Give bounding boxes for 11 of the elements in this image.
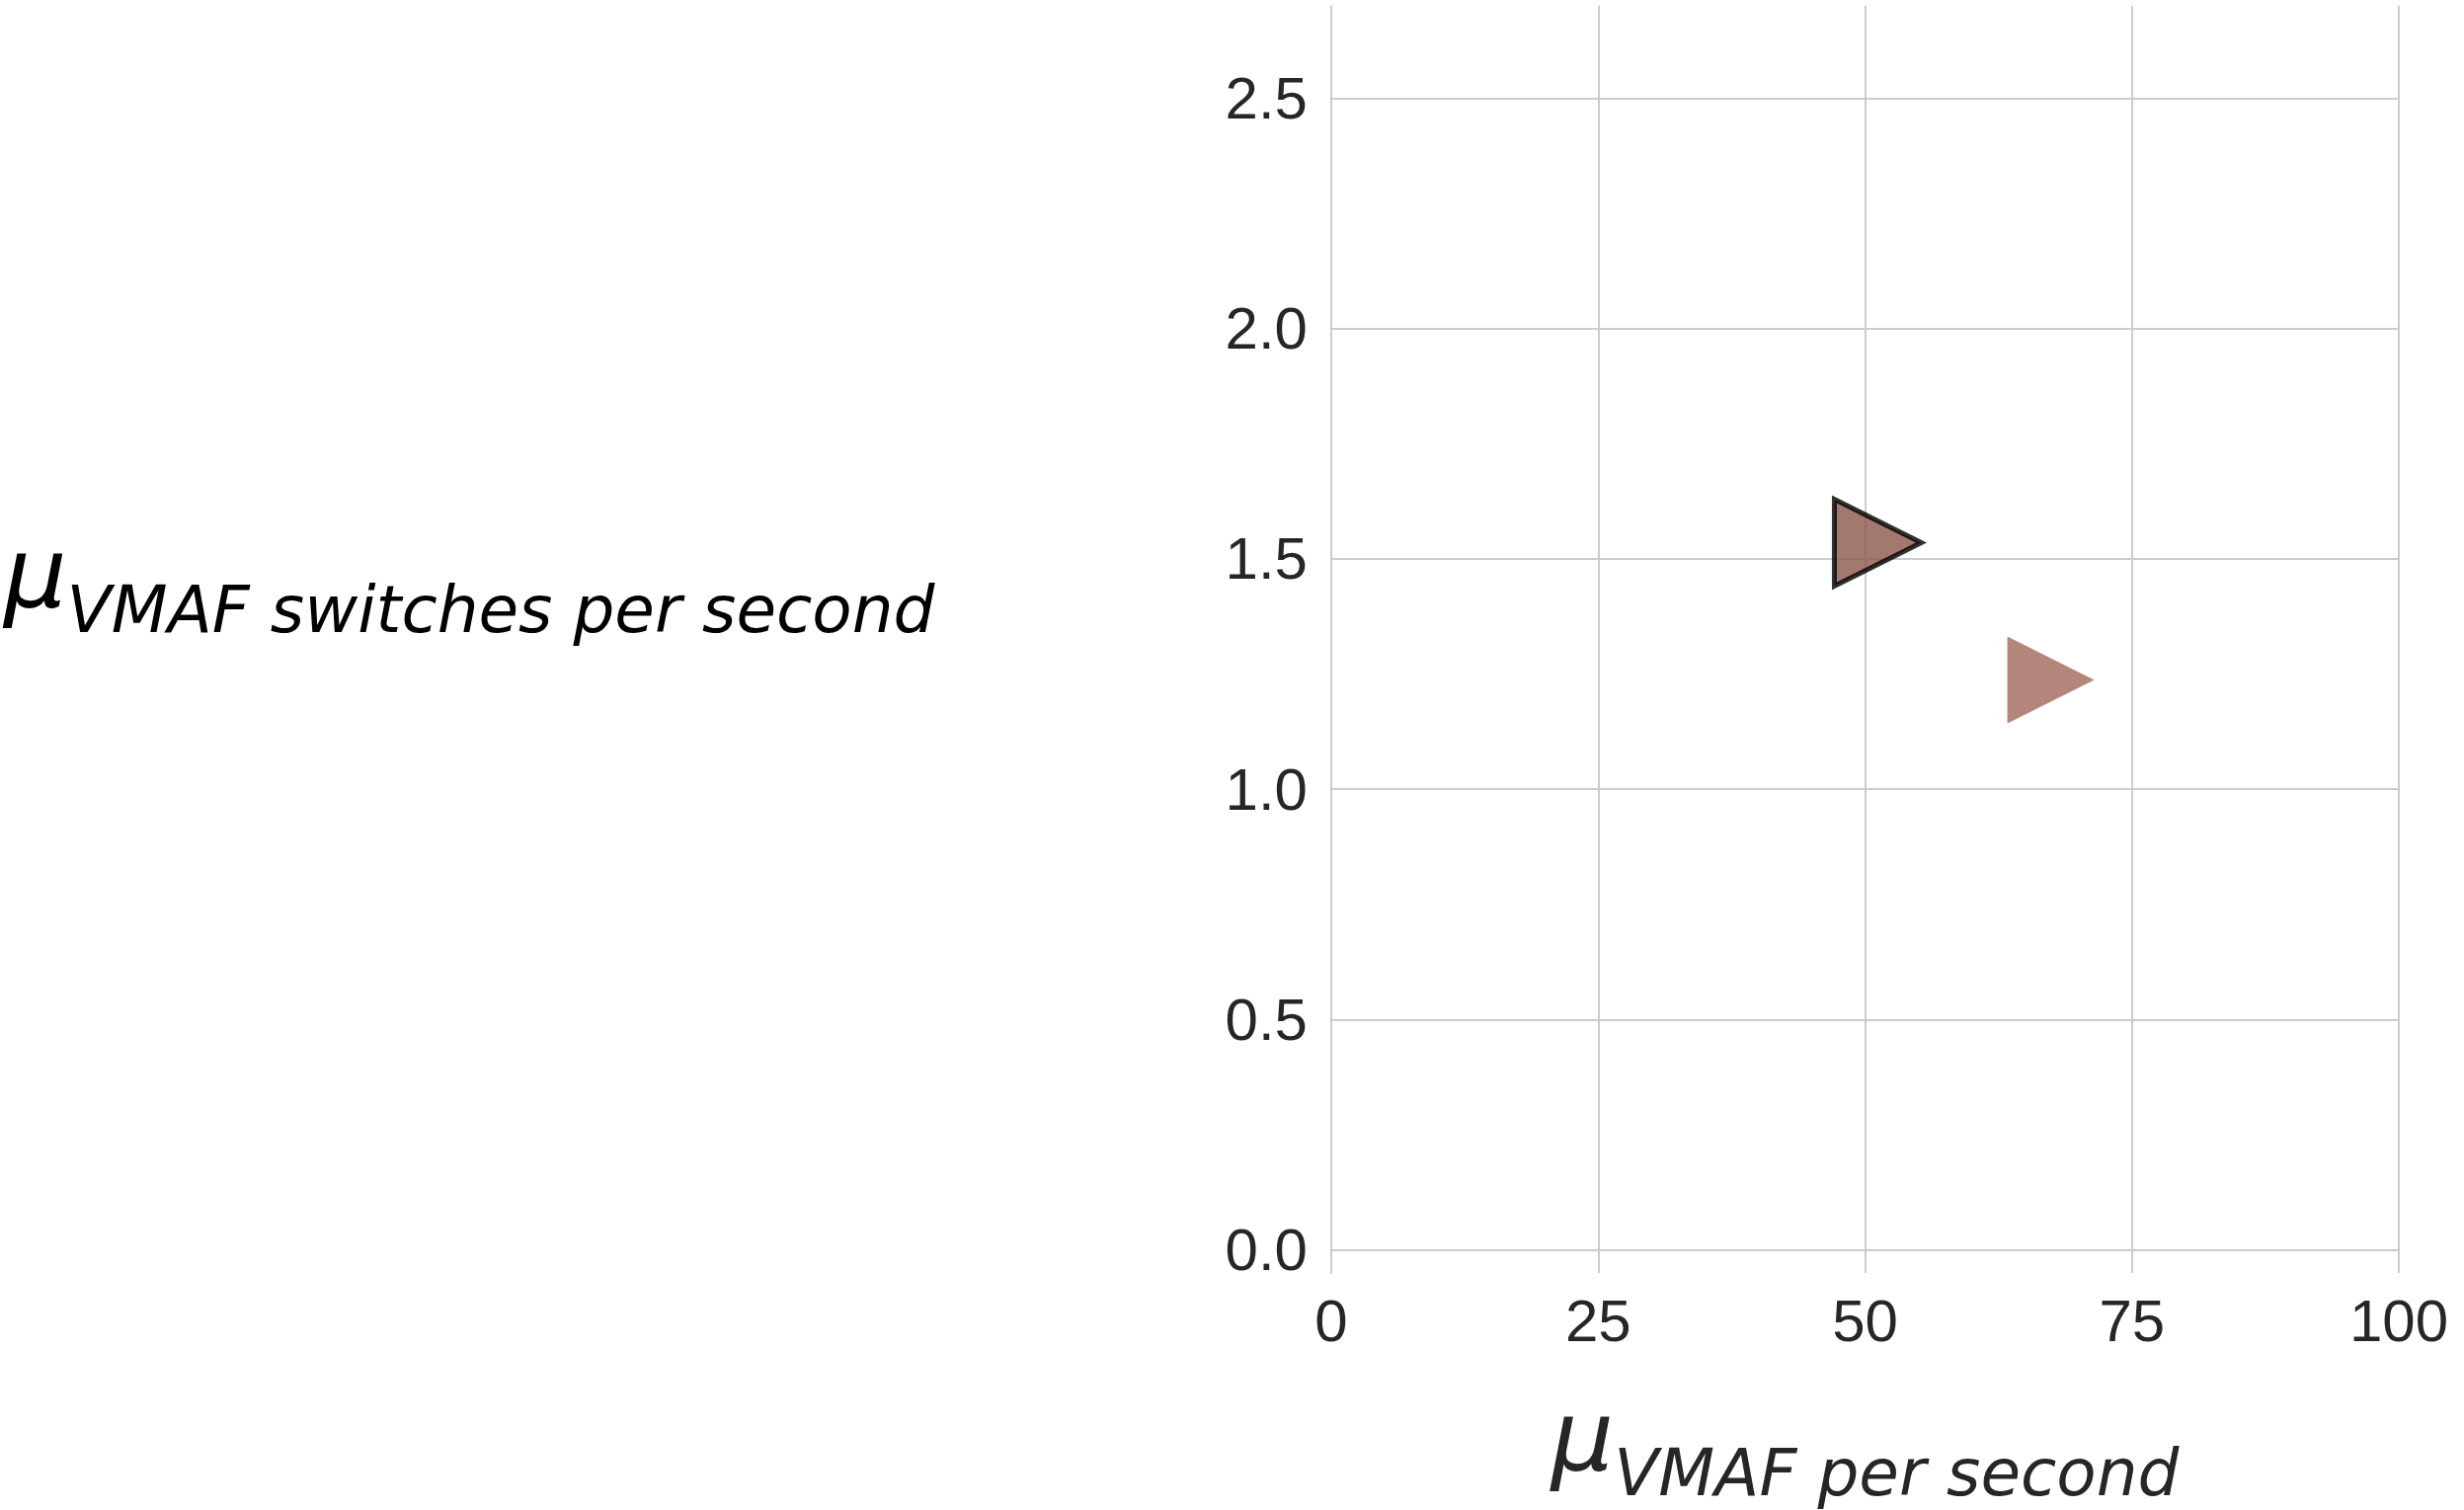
y-tick-label: 1.0 — [1225, 755, 1308, 823]
y-tick-label: 1.5 — [1225, 525, 1308, 593]
y-tick-label: 2.5 — [1225, 64, 1308, 131]
x-tick-label: 25 — [1564, 1287, 1631, 1354]
x-tick-label: 75 — [2099, 1287, 2166, 1354]
x-tick-label: 100 — [2348, 1287, 2449, 1354]
x-tick-label: 0 — [1314, 1287, 1348, 1354]
y-tick-label: 2.0 — [1225, 295, 1308, 362]
y-tick-label: 0.0 — [1225, 1217, 1308, 1284]
y-tick-label: 0.5 — [1225, 986, 1308, 1053]
x-tick-label: 50 — [1832, 1287, 1898, 1354]
